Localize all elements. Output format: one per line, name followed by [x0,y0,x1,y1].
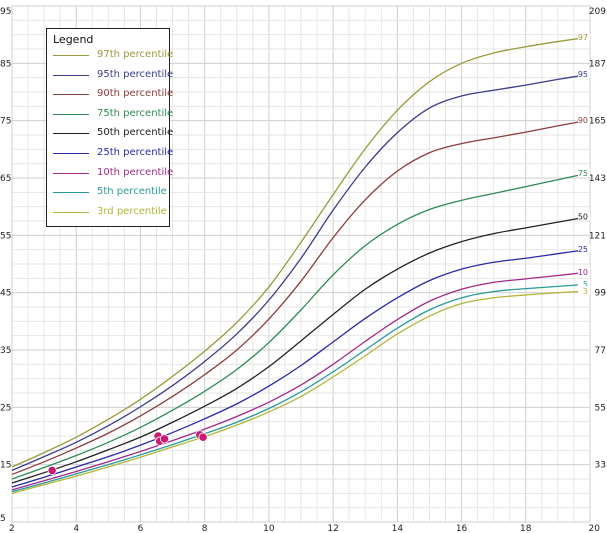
y-tick-label-left: 45 [0,289,11,299]
series-end-label: 95 [578,70,588,79]
series-line [11,248,591,488]
legend-item: 5th percentile [53,186,167,200]
series-end-label: 50 [578,212,588,221]
end-label-bg [578,244,590,254]
end-label-bg [578,167,590,177]
percentile-curves [11,36,591,494]
legend-label: 97th percentile [97,49,174,60]
legend-label: 75th percentile [97,107,174,119]
legend-label: 5th percentile [97,186,167,198]
legend-label: 90th percentile [97,88,174,100]
legend-item: 75th percentile [53,108,173,122]
legend-swatch [53,133,89,135]
axis-ticks: 5152535455565758595335577991211431651872… [0,7,606,533]
y-tick-label-left: 65 [0,174,11,184]
x-tick-label: 18 [520,524,532,533]
legend-title: Legend [53,33,94,46]
end-label-bg [578,115,590,125]
end-label-bg [578,69,590,79]
series-end-label: 90 [578,116,588,125]
series-line [11,215,591,484]
y-tick-label-left: 35 [0,346,11,356]
legend-swatch [53,113,89,115]
series-line [11,73,591,471]
series-line [11,172,591,480]
legend-label: 25th percentile [97,147,174,158]
data-point [47,465,57,475]
end-label-bg [578,285,590,295]
end-label-bg [578,31,590,41]
legend-label: 95th percentile [97,68,174,80]
legend-item: 50th percentile [53,127,173,141]
x-tick-label: 4 [73,524,79,533]
y-tick-label-left: 25 [0,403,11,413]
y-tick-label-left: 55 [0,231,11,241]
series-end-label: 25 [578,245,588,254]
x-tick-label: 14 [392,524,404,533]
series-end-label: 5 [583,280,588,289]
y-tick-label-right: 99 [595,289,607,299]
series-end-label: 10 [578,268,588,277]
y-tick-label-right: 121 [589,231,606,241]
y-tick-label-right: 165 [589,117,606,127]
legend-label: 10th percentile [97,166,174,178]
legend-swatch [53,94,89,96]
data-points [47,430,208,475]
data-point [159,434,170,444]
legend-swatch [53,55,89,56]
end-label-bg [578,279,590,289]
curve-end-labels: 97 95 90 75 50 25 10 53 [578,31,590,296]
series-line [11,271,591,491]
legend-swatch [53,192,89,194]
series-end-label: 97 [578,33,588,42]
legend-label: 50th percentile [97,127,174,139]
x-tick-label: 16 [456,524,468,533]
x-tick-label: 8 [202,524,208,533]
x-tick-label: 20 [589,524,601,533]
y-tick-label-left: 5 [0,514,6,524]
series-end-label: 3 [583,287,588,296]
series-line [11,283,591,493]
x-tick-label: 6 [138,524,144,533]
series-line [11,290,591,494]
legend-item: 10th percentile [53,167,173,181]
y-tick-label-left: 95 [0,7,11,17]
legend-item: 90th percentile [53,88,173,102]
legend-item: 25th percentile [53,147,173,161]
legend: Legend 97th percentile 95th percentile 90t… [46,28,173,227]
end-label-bg [578,211,590,221]
legend-swatch [53,74,89,76]
y-tick-label-left: 15 [0,461,11,471]
x-tick-label: 12 [327,524,338,533]
y-tick-label-right: 77 [595,346,606,356]
legend-swatch [53,172,89,174]
y-tick-label-left: 75 [0,117,11,127]
x-tick-label: 10 [263,524,275,533]
series-line [11,119,591,476]
series-line [11,36,591,468]
x-tick-label: 2 [9,524,15,533]
legend-swatch [53,211,89,213]
y-tick-label-right: 33 [595,461,606,471]
legend-item: 3rd percentile [53,206,167,220]
y-tick-label-left: 85 [0,59,11,69]
series-end-label: 75 [578,169,588,178]
y-tick-label-right: 143 [589,174,606,184]
data-point [198,432,208,442]
legend-item: 95th percentile [53,69,173,83]
legend-swatch [53,153,89,154]
y-tick-label-right: 55 [595,403,606,413]
end-label-bg [578,267,590,277]
legend-item: 97th percentile [53,49,173,63]
y-tick-label-right: 187 [589,59,606,69]
legend-label: 3rd percentile [97,205,167,217]
y-tick-label-right: 209 [589,7,606,17]
